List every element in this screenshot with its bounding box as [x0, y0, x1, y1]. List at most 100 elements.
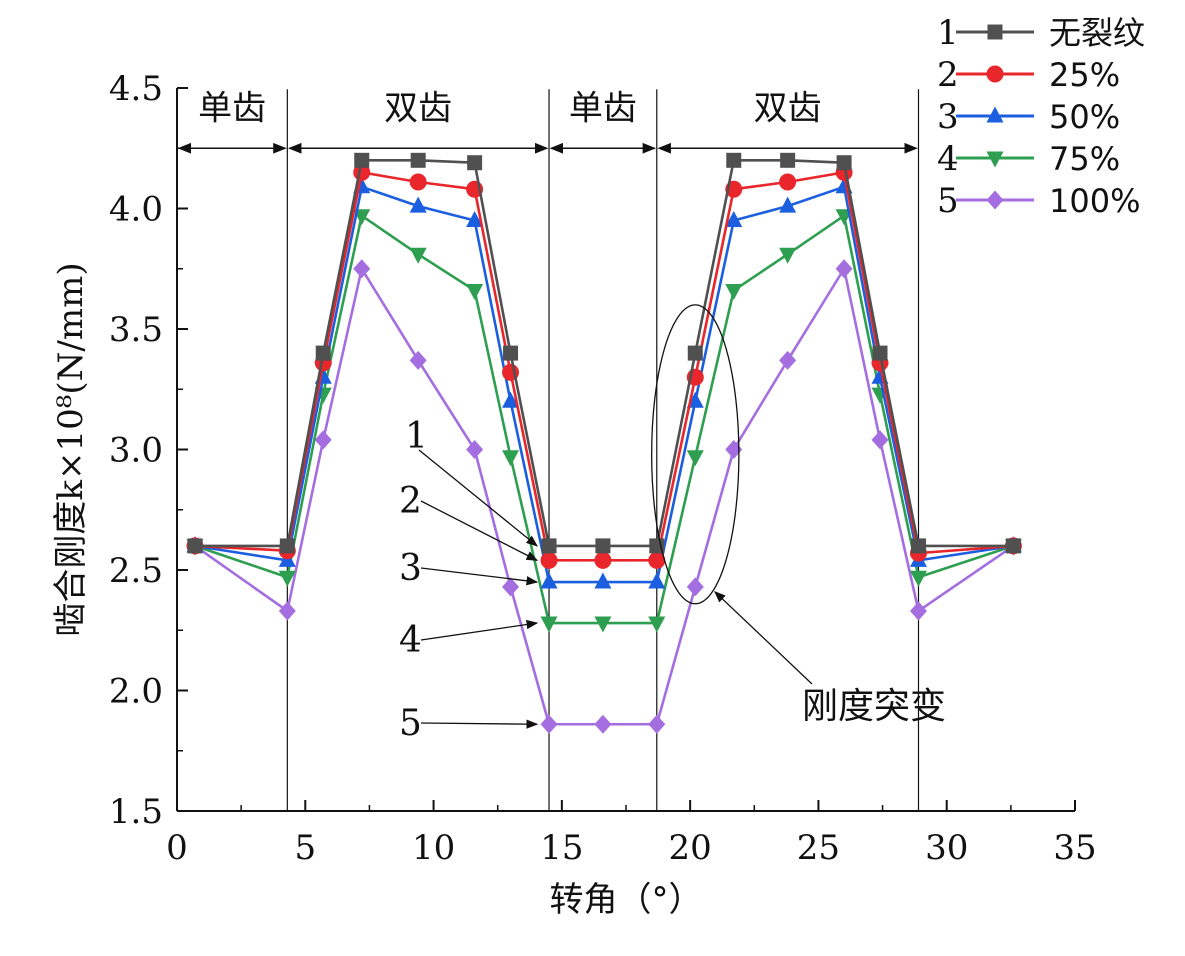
- x-tick-label: 35: [1053, 828, 1096, 868]
- point-marker: [594, 551, 612, 569]
- legend-label: 100%: [1049, 182, 1140, 220]
- point-marker: [780, 152, 796, 168]
- point-marker: [779, 350, 797, 370]
- point-marker: [836, 155, 852, 171]
- point-marker: [779, 247, 797, 264]
- point-marker: [187, 538, 203, 554]
- point-marker: [1005, 538, 1021, 554]
- point-marker: [648, 551, 666, 569]
- y-tick-label: 4.5: [109, 69, 163, 109]
- point-marker: [648, 572, 666, 589]
- point-marker: [725, 211, 743, 228]
- x-tick-label: 25: [797, 828, 840, 868]
- x-tick-label: 15: [540, 828, 583, 868]
- point-marker: [466, 211, 484, 228]
- callout-arrow: [420, 719, 539, 729]
- legend-label: 无裂纹: [1049, 14, 1145, 52]
- x-tick-label: 20: [669, 828, 712, 868]
- x-tick-label: 10: [412, 828, 455, 868]
- point-marker: [987, 24, 1003, 40]
- point-marker: [315, 345, 331, 361]
- region-label: 双齿: [384, 88, 452, 128]
- point-marker: [910, 538, 926, 554]
- point-marker: [986, 65, 1004, 83]
- legend-number: 4: [937, 139, 959, 179]
- y-tick-label: 3.0: [109, 431, 163, 471]
- callout-arrow: [420, 500, 539, 561]
- axes: 0 5 10 15 20 25 30 351.52.02.53.03.54.04.5: [109, 69, 1097, 868]
- series-callout-label: 5: [399, 703, 422, 744]
- point-marker: [986, 106, 1004, 123]
- point-marker: [594, 616, 612, 633]
- point-marker: [686, 577, 704, 597]
- point-marker: [540, 616, 558, 633]
- callout-arrow: [420, 619, 539, 641]
- legend-item-4: 4 75%: [937, 139, 1120, 179]
- series-1: [187, 152, 1021, 554]
- series-line: [194, 267, 1015, 726]
- point-marker: [409, 196, 427, 213]
- point-marker: [502, 577, 520, 597]
- point-marker: [726, 152, 742, 168]
- point-marker: [779, 173, 797, 191]
- y-tick-label: 4.0: [109, 190, 163, 230]
- region-label: 单齿: [569, 88, 637, 128]
- point-marker: [986, 151, 1004, 168]
- point-marker: [279, 538, 295, 554]
- point-marker: [909, 570, 927, 587]
- legend-label: 75%: [1049, 140, 1120, 178]
- y-tick-label: 3.5: [109, 310, 163, 350]
- point-marker: [466, 283, 484, 300]
- legend: 1 无裂纹 2 25% 3 50% 4 75% 5 100%: [937, 13, 1145, 221]
- point-marker: [687, 345, 703, 361]
- point-marker: [467, 155, 483, 171]
- point-marker: [409, 350, 427, 370]
- region-label: 双齿: [754, 88, 822, 128]
- legend-number: 3: [937, 97, 959, 137]
- point-marker: [986, 190, 1004, 210]
- point-marker: [594, 572, 612, 589]
- point-marker: [540, 572, 558, 589]
- legend-label: 50%: [1049, 98, 1120, 136]
- stiffness-jump-ellipse: [651, 304, 740, 605]
- x-axis-title: 转角（°）: [550, 880, 703, 920]
- region-label: 单齿: [198, 88, 266, 128]
- point-marker: [502, 450, 520, 467]
- point-marker: [410, 152, 426, 168]
- legend-item-1: 1 无裂纹: [937, 13, 1145, 53]
- series-3: [186, 177, 1022, 589]
- x-tick-label: 0: [166, 828, 188, 868]
- tooth-regions: 单齿 双齿 单齿 双齿: [177, 88, 920, 811]
- point-marker: [354, 152, 370, 168]
- legend-number: 2: [937, 55, 959, 95]
- point-marker: [502, 391, 520, 408]
- point-marker: [409, 247, 427, 264]
- callout-arrow: [418, 449, 538, 547]
- series-4: [186, 209, 1022, 633]
- stiffness-jump-arrow: [714, 590, 813, 685]
- y-tick-label: 2.0: [109, 672, 163, 712]
- point-marker: [835, 259, 853, 279]
- point-marker: [686, 391, 704, 408]
- point-marker: [595, 538, 611, 554]
- legend-item-2: 2 25%: [937, 55, 1120, 95]
- y-tick-label: 2.5: [109, 551, 163, 591]
- point-marker: [686, 450, 704, 467]
- series-5: [186, 259, 1022, 734]
- point-marker: [540, 551, 558, 569]
- series-callout-label: 4: [399, 620, 422, 661]
- point-marker: [466, 440, 484, 459]
- annotations: 1 2 3 4 5: [399, 304, 813, 744]
- point-marker: [278, 570, 296, 587]
- point-marker: [314, 430, 332, 450]
- callout-arrow: [420, 567, 539, 586]
- y-tick-label: 1.5: [109, 792, 163, 832]
- point-marker: [725, 440, 743, 459]
- point-marker: [409, 173, 427, 191]
- point-marker: [872, 345, 888, 361]
- legend-label: 25%: [1049, 56, 1120, 94]
- point-marker: [648, 714, 666, 734]
- plot-series: [186, 152, 1022, 734]
- point-marker: [594, 714, 612, 734]
